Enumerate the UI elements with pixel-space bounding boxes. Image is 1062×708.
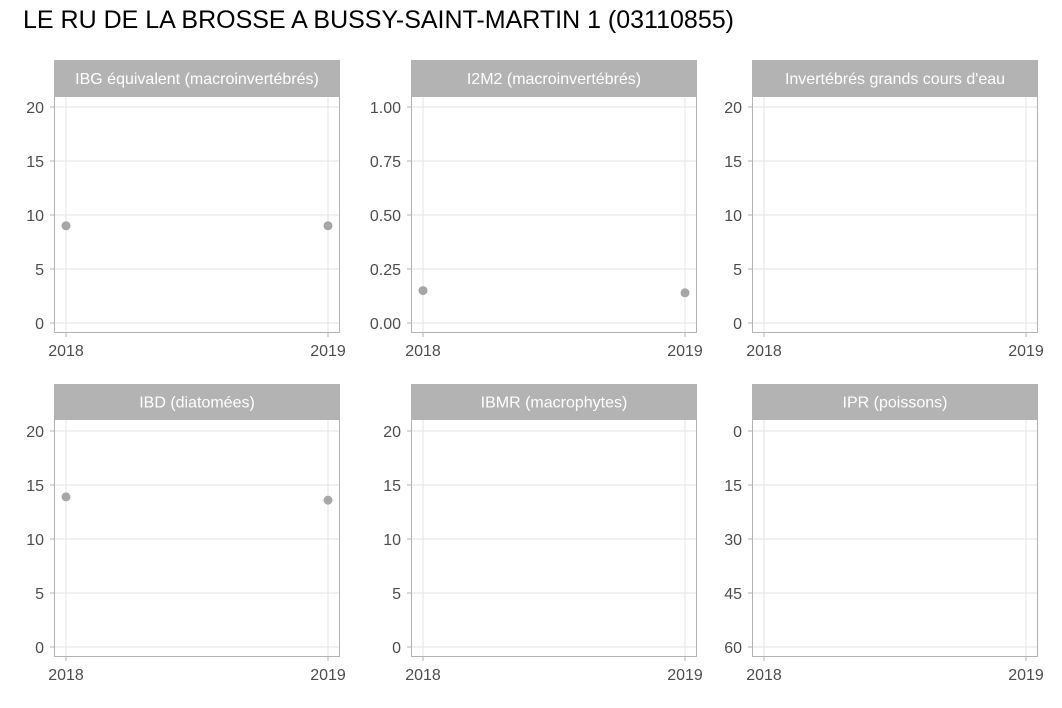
panel-strip <box>54 384 340 419</box>
y-tick-label: 20 <box>383 424 401 441</box>
y-tick-label: 10 <box>26 208 44 225</box>
panel-title: IBG équivalent (macroinvertébrés) <box>75 71 319 88</box>
y-tick-label: 0 <box>733 316 742 333</box>
y-tick-label: 5 <box>35 262 44 279</box>
y-tick-label: 0.25 <box>370 262 401 279</box>
x-tick-label: 2019 <box>310 343 346 360</box>
y-tick-label: 30 <box>724 532 742 549</box>
panel-title: IBD (diatomées) <box>139 395 255 412</box>
data-point <box>61 492 71 502</box>
panel-strip <box>54 60 340 96</box>
y-tick-label: 15 <box>383 478 401 495</box>
panel-border <box>752 96 1038 333</box>
panel-title: IPR (poissons) <box>843 395 948 412</box>
y-tick-label: 15 <box>724 478 742 495</box>
y-tick-label: 60 <box>724 640 742 657</box>
panel-3: Invertébrés grands cours d'eau 0 5 10 15 20 20… <box>724 60 1044 360</box>
panel-2: I2M2 (macroinvertébrés) 0.00 0.25 0.50 0.75 1… <box>370 60 703 360</box>
y-tick-label: 0 <box>733 424 742 441</box>
y-tick-label: 0 <box>35 316 44 333</box>
panel-border <box>411 96 697 333</box>
y-tick-label: 20 <box>26 424 44 441</box>
panel-title: Invertébrés grands cours d'eau <box>785 71 1005 88</box>
y-tick-label: 1.00 <box>370 100 401 117</box>
panel-strip <box>411 384 697 419</box>
panel-1: IBG équivalent (macroinvertébrés) 0 5 10 15 2… <box>26 60 346 360</box>
y-tick-label: 0 <box>392 640 401 657</box>
x-tick-label: 2018 <box>48 667 84 684</box>
x-tick-label: 2018 <box>405 343 441 360</box>
panel-border <box>54 96 340 333</box>
y-tick-label: 0.75 <box>370 154 401 171</box>
y-tick-label: 15 <box>26 478 44 495</box>
y-tick-label: 5 <box>733 262 742 279</box>
data-point <box>323 221 333 231</box>
panel-5: IBMR (macrophytes) 0 5 10 15 20 2018 2019 <box>383 384 703 684</box>
x-tick-label: 2019 <box>1008 343 1044 360</box>
data-point <box>61 221 71 231</box>
x-tick-label: 2018 <box>746 667 782 684</box>
panel-strip <box>411 60 697 96</box>
x-tick-label: 2019 <box>310 667 346 684</box>
panel-4: IBD (diatomées) 0 5 10 15 20 2018 2019 <box>26 384 346 684</box>
data-point <box>418 286 428 296</box>
x-tick-label: 2018 <box>746 343 782 360</box>
y-tick-label: 0.00 <box>370 316 401 333</box>
y-tick-label: 0 <box>35 640 44 657</box>
panel-title: I2M2 (macroinvertébrés) <box>467 71 641 88</box>
y-tick-label: 45 <box>724 586 742 603</box>
y-tick-label: 10 <box>26 532 44 549</box>
data-point <box>323 495 333 505</box>
panel-border <box>411 419 697 657</box>
x-tick-label: 2019 <box>667 667 703 684</box>
panel-strip <box>752 60 1038 96</box>
y-tick-label: 20 <box>26 100 44 117</box>
y-tick-label: 15 <box>26 154 44 171</box>
y-tick-label: 0.50 <box>370 208 401 225</box>
panel-strip <box>752 384 1038 419</box>
y-tick-label: 10 <box>383 532 401 549</box>
data-point <box>680 288 690 298</box>
panel-border <box>752 419 1038 657</box>
y-tick-label: 20 <box>724 100 742 117</box>
y-tick-label: 5 <box>35 586 44 603</box>
x-tick-label: 2018 <box>48 343 84 360</box>
y-tick-label: 5 <box>392 586 401 603</box>
page-title: LE RU DE LA BROSSE A BUSSY-SAINT-MARTIN … <box>23 6 734 34</box>
x-tick-label: 2019 <box>667 343 703 360</box>
panel-title: IBMR (macrophytes) <box>481 395 628 412</box>
y-tick-label: 15 <box>724 154 742 171</box>
y-tick-label: 10 <box>724 208 742 225</box>
x-tick-label: 2019 <box>1008 667 1044 684</box>
panel-border <box>54 419 340 657</box>
x-tick-label: 2018 <box>405 667 441 684</box>
